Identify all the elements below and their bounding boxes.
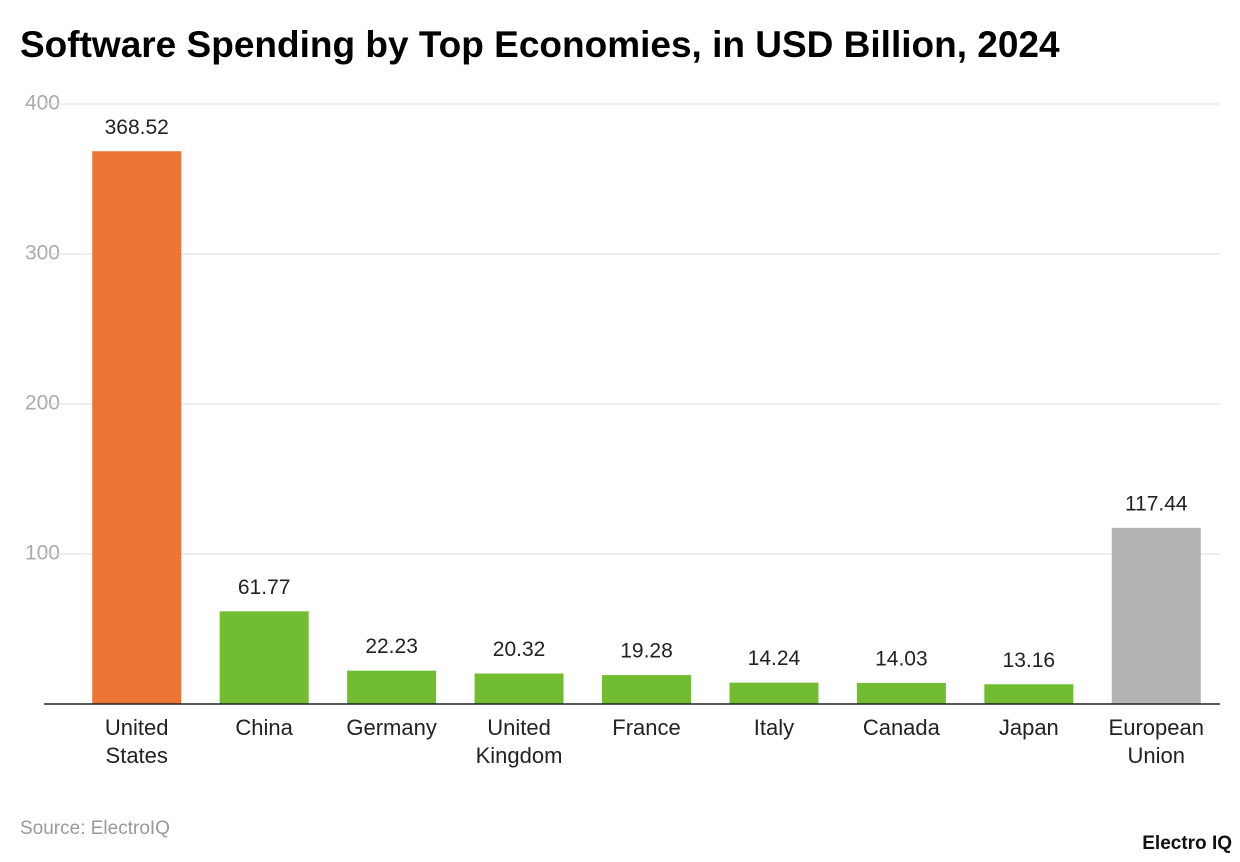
x-tick-label: European Union <box>1108 715 1204 768</box>
value-label: 14.03 <box>875 648 928 671</box>
value-label: 20.32 <box>493 638 546 661</box>
bar <box>219 611 309 704</box>
y-tick-label: 300 <box>25 242 60 265</box>
x-tick-label: Germany <box>346 715 437 740</box>
value-label: 22.23 <box>365 635 418 658</box>
bar <box>602 675 691 704</box>
bar <box>984 684 1074 704</box>
value-label: 117.44 <box>1125 492 1188 515</box>
x-tick-label: Japan <box>998 715 1059 740</box>
chart-title: Software Spending by Top Economies, in U… <box>20 24 1060 65</box>
bar <box>474 673 564 704</box>
x-tick-label: Italy <box>753 715 795 740</box>
bar <box>856 682 946 704</box>
x-tick-label: China <box>235 715 293 740</box>
y-tick-label: 200 <box>25 392 60 415</box>
bar <box>347 670 437 704</box>
bar <box>1111 527 1201 704</box>
x-tick-label: Canada <box>862 715 940 740</box>
y-tick-label: 100 <box>25 542 60 565</box>
value-label: 14.24 <box>748 647 801 670</box>
value-label: 61.77 <box>238 576 291 599</box>
value-label: 19.28 <box>620 640 673 663</box>
value-label: 368.52 <box>105 116 169 139</box>
brand: Electro IQ <box>1142 833 1232 854</box>
bar <box>92 151 182 705</box>
x-tick-label: France <box>612 715 681 740</box>
value-label: 13.16 <box>1003 649 1056 672</box>
x-tick-label: United States <box>104 715 169 768</box>
bar <box>729 682 819 704</box>
x-tick-label: United Kingdom <box>475 715 563 768</box>
y-tick-label: 400 <box>25 92 60 115</box>
source: Source: ElectroIQ <box>20 818 170 839</box>
